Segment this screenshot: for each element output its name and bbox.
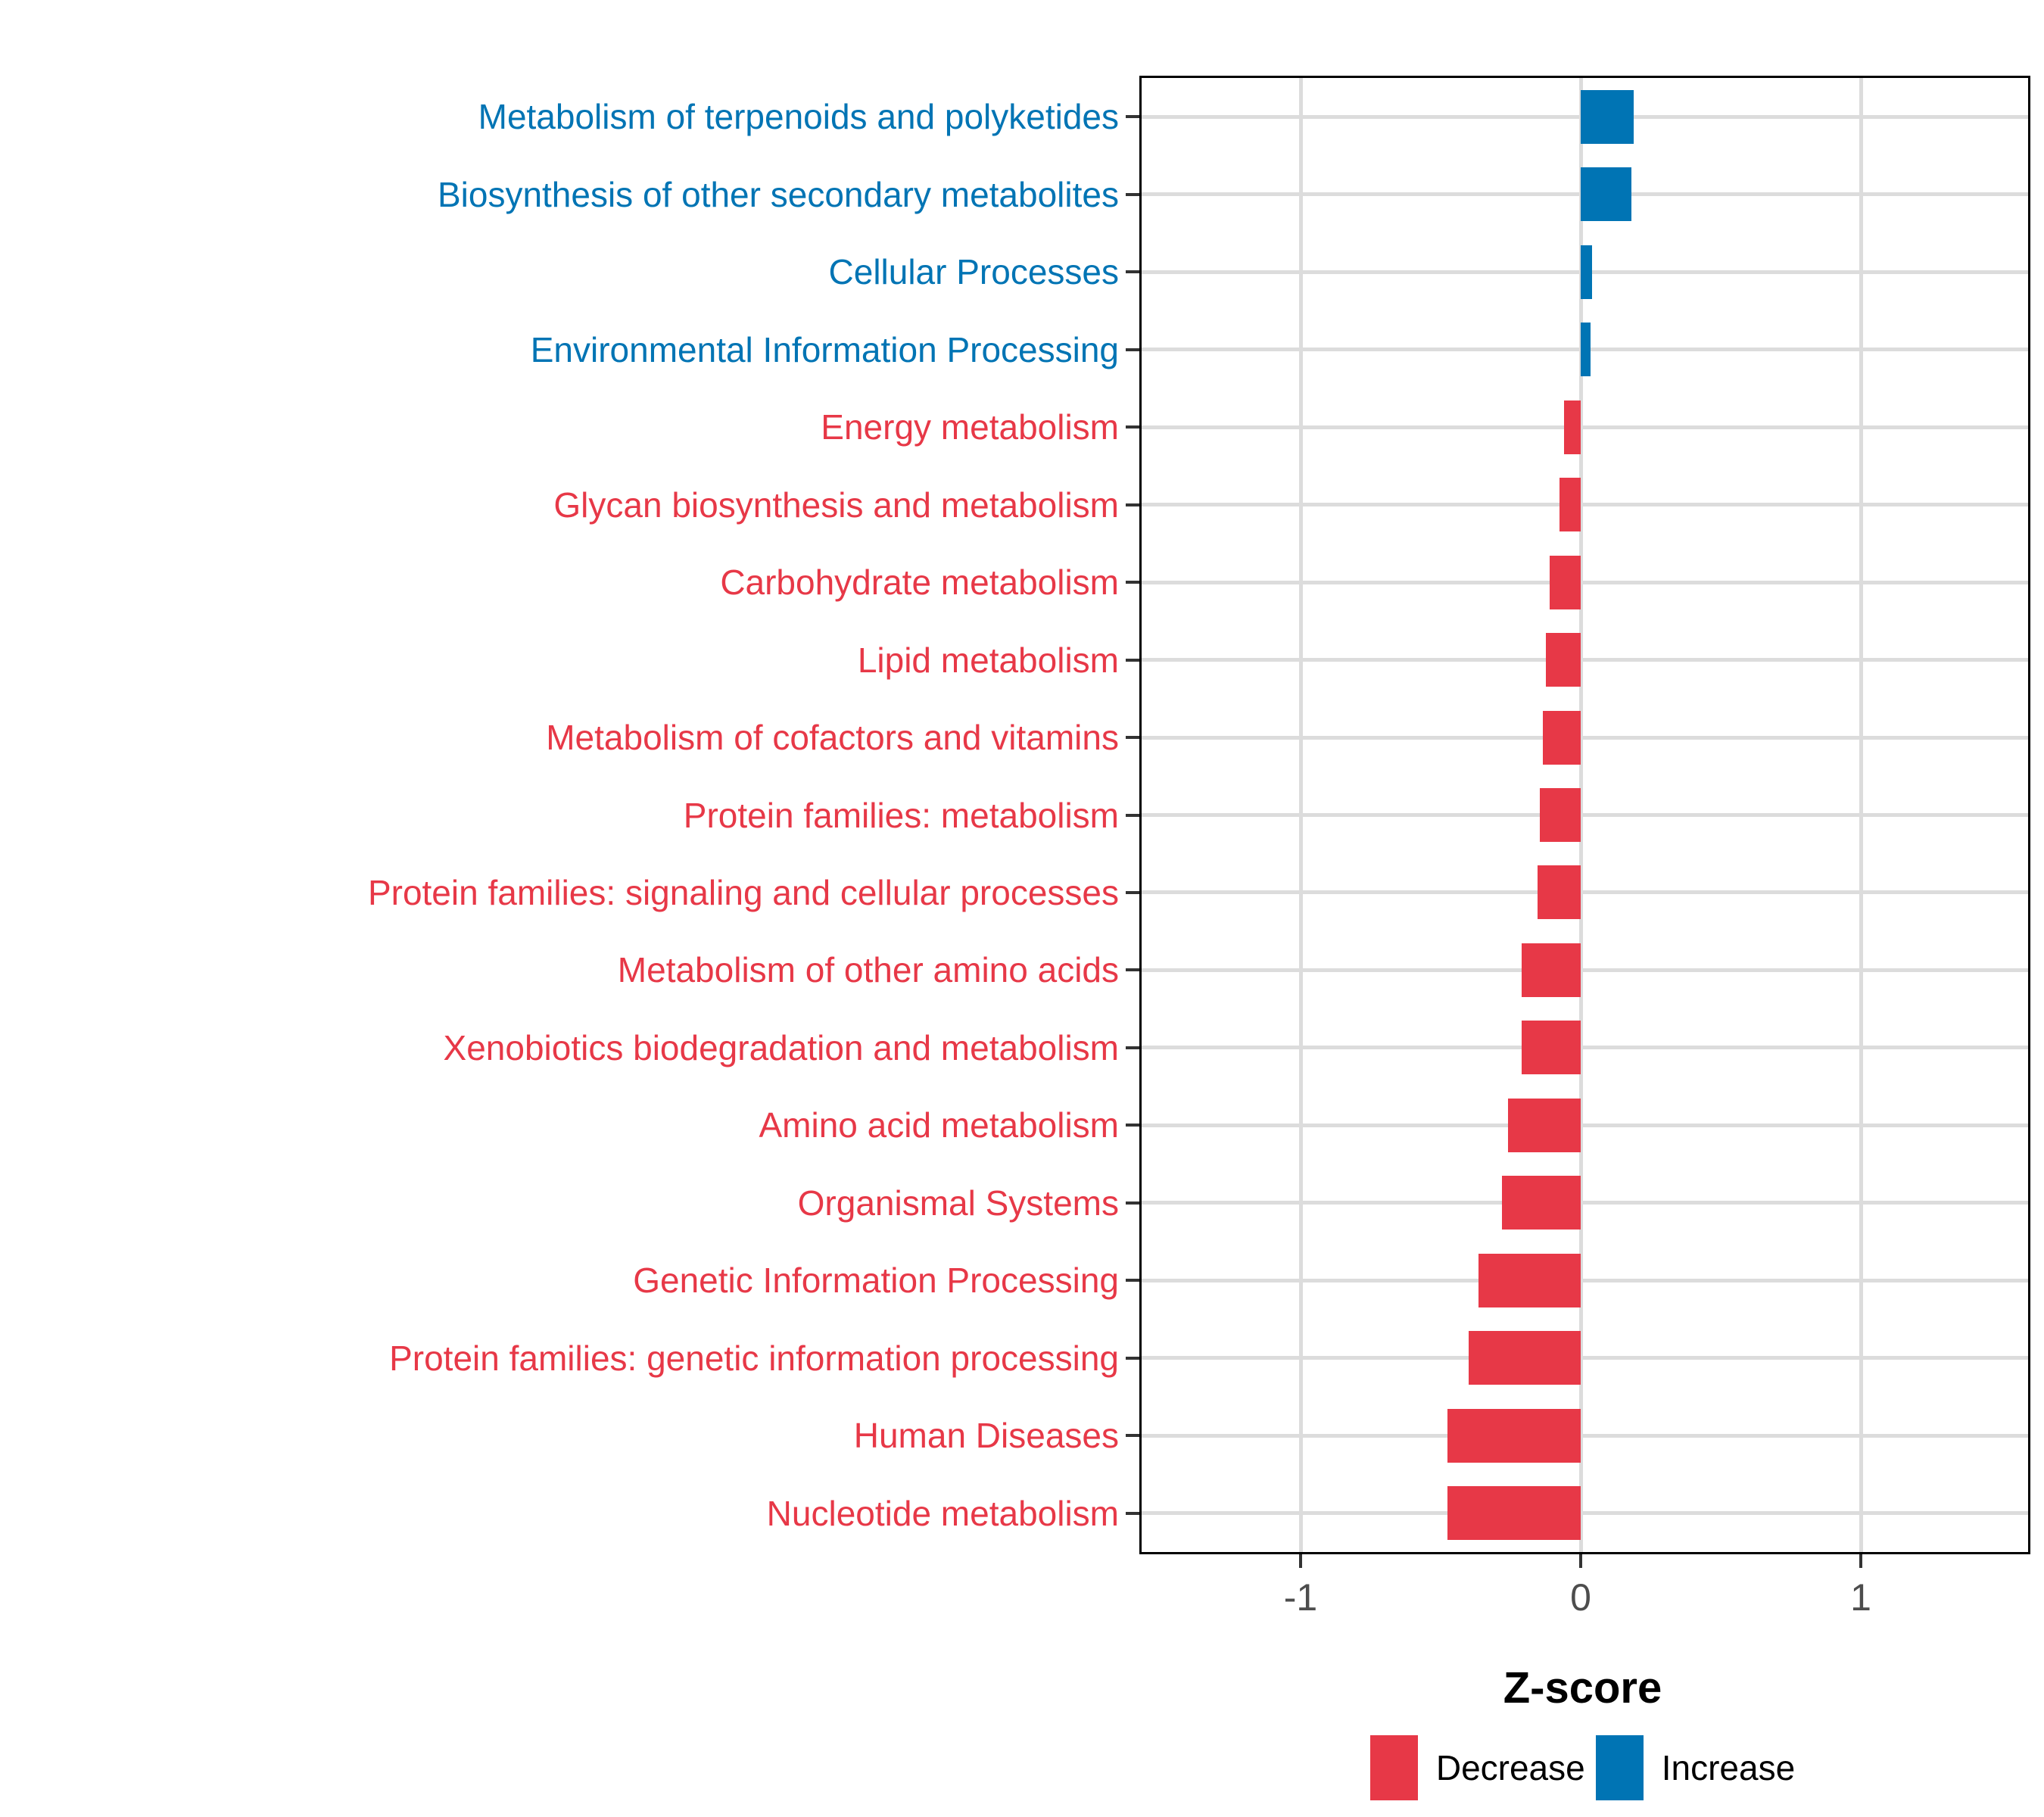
category-label: Energy metabolism [821,407,1119,447]
legend-swatch-increase [1595,1735,1644,1800]
bar [1563,400,1581,454]
y-axis-tick [1126,581,1139,584]
y-axis-tick [1126,658,1139,662]
y-axis-tick [1126,348,1139,351]
bar [1545,633,1581,687]
legend-label: Decrease [1435,1748,1585,1787]
y-axis-tick [1126,115,1139,119]
gridline-horizontal [1142,968,2028,972]
bar [1447,1408,1581,1463]
gridline-horizontal [1142,425,2028,429]
gridline-horizontal [1142,1201,2028,1205]
y-axis-tick [1126,968,1139,972]
bar [1581,323,1591,377]
legend-label: Increase [1661,1748,1796,1787]
legend-item-decrease: Decrease [1369,1735,1585,1800]
gridline-horizontal [1142,503,2028,507]
category-label: Nucleotide metabolism [766,1493,1119,1533]
category-label: Human Diseases [853,1416,1119,1456]
y-axis-tick [1126,1356,1139,1360]
x-axis-tick [1859,1554,1862,1568]
gridline-horizontal [1142,1356,2028,1360]
bar [1469,1331,1581,1385]
y-axis-tick [1126,1434,1139,1438]
gridline-horizontal [1142,1278,2028,1282]
y-axis-tick [1126,813,1139,817]
bar [1581,167,1631,222]
bar [1507,1098,1581,1152]
category-label: Protein families: signaling and cellular… [367,872,1119,912]
x-axis-tick [1299,1554,1302,1568]
gridline-horizontal [1142,813,2028,817]
category-label: Metabolism of terpenoids and polyketides [478,97,1119,137]
bar [1478,1253,1581,1307]
bar [1447,1486,1581,1541]
y-axis-tick [1126,890,1139,894]
x-axis-tick-label: 1 [1850,1576,1871,1619]
category-label: Amino acid metabolism [759,1105,1119,1145]
category-label: Genetic Information Processing [633,1261,1119,1301]
bar [1550,555,1581,609]
category-label: Cellular Processes [828,252,1119,292]
category-label: Protein families: genetic information pr… [389,1338,1119,1378]
gridline-horizontal [1142,658,2028,662]
gridline-horizontal [1142,1046,2028,1050]
x-axis-tick-label: -1 [1283,1576,1318,1619]
legend: Decrease Increase [1139,1735,2026,1800]
bar [1522,943,1581,997]
category-label: Protein families: metabolism [683,795,1119,835]
category-label: Organismal Systems [797,1183,1119,1223]
category-label: Carbohydrate metabolism [720,563,1119,603]
bar [1559,478,1581,532]
bar [1522,1021,1581,1075]
legend-swatch-decrease [1369,1735,1418,1800]
gridline-horizontal [1142,1123,2028,1127]
y-axis-tick [1126,736,1139,740]
y-axis-tick [1126,425,1139,429]
y-axis-tick [1126,270,1139,274]
category-label: Metabolism of other amino acids [617,950,1119,990]
category-label: Lipid metabolism [857,640,1119,680]
category-label: Environmental Information Processing [530,329,1119,369]
gridline-horizontal [1142,580,2028,584]
x-axis-tick-label: 0 [1570,1576,1591,1619]
gridline-horizontal [1142,1433,2028,1438]
plot-panel [1139,76,2030,1554]
y-axis-tick [1126,503,1139,506]
category-label: Biosynthesis of other secondary metaboli… [437,174,1119,214]
bar [1502,1176,1581,1230]
x-axis-tick [1579,1554,1582,1568]
y-axis-tick [1126,1279,1139,1282]
bar [1540,788,1581,842]
y-axis-tick [1126,1046,1139,1049]
bar [1581,89,1634,144]
bar [1537,865,1581,920]
y-axis-tick [1126,192,1139,196]
gridline-horizontal [1142,890,2028,895]
y-axis-tick [1126,1201,1139,1205]
category-label: Xenobiotics biodegradation and metabolis… [443,1027,1119,1067]
gridline-horizontal [1142,735,2028,740]
gridline-horizontal [1142,1511,2028,1516]
y-axis-tick [1126,1511,1139,1515]
bar [1581,245,1592,299]
category-label: Metabolism of cofactors and vitamins [546,718,1119,758]
category-label: Glycan biosynthesis and metabolism [553,485,1119,525]
x-axis-title: Z-score [1503,1663,1662,1713]
y-axis-tick [1126,1124,1139,1127]
bar [1543,710,1581,765]
legend-item-increase: Increase [1595,1735,1796,1800]
